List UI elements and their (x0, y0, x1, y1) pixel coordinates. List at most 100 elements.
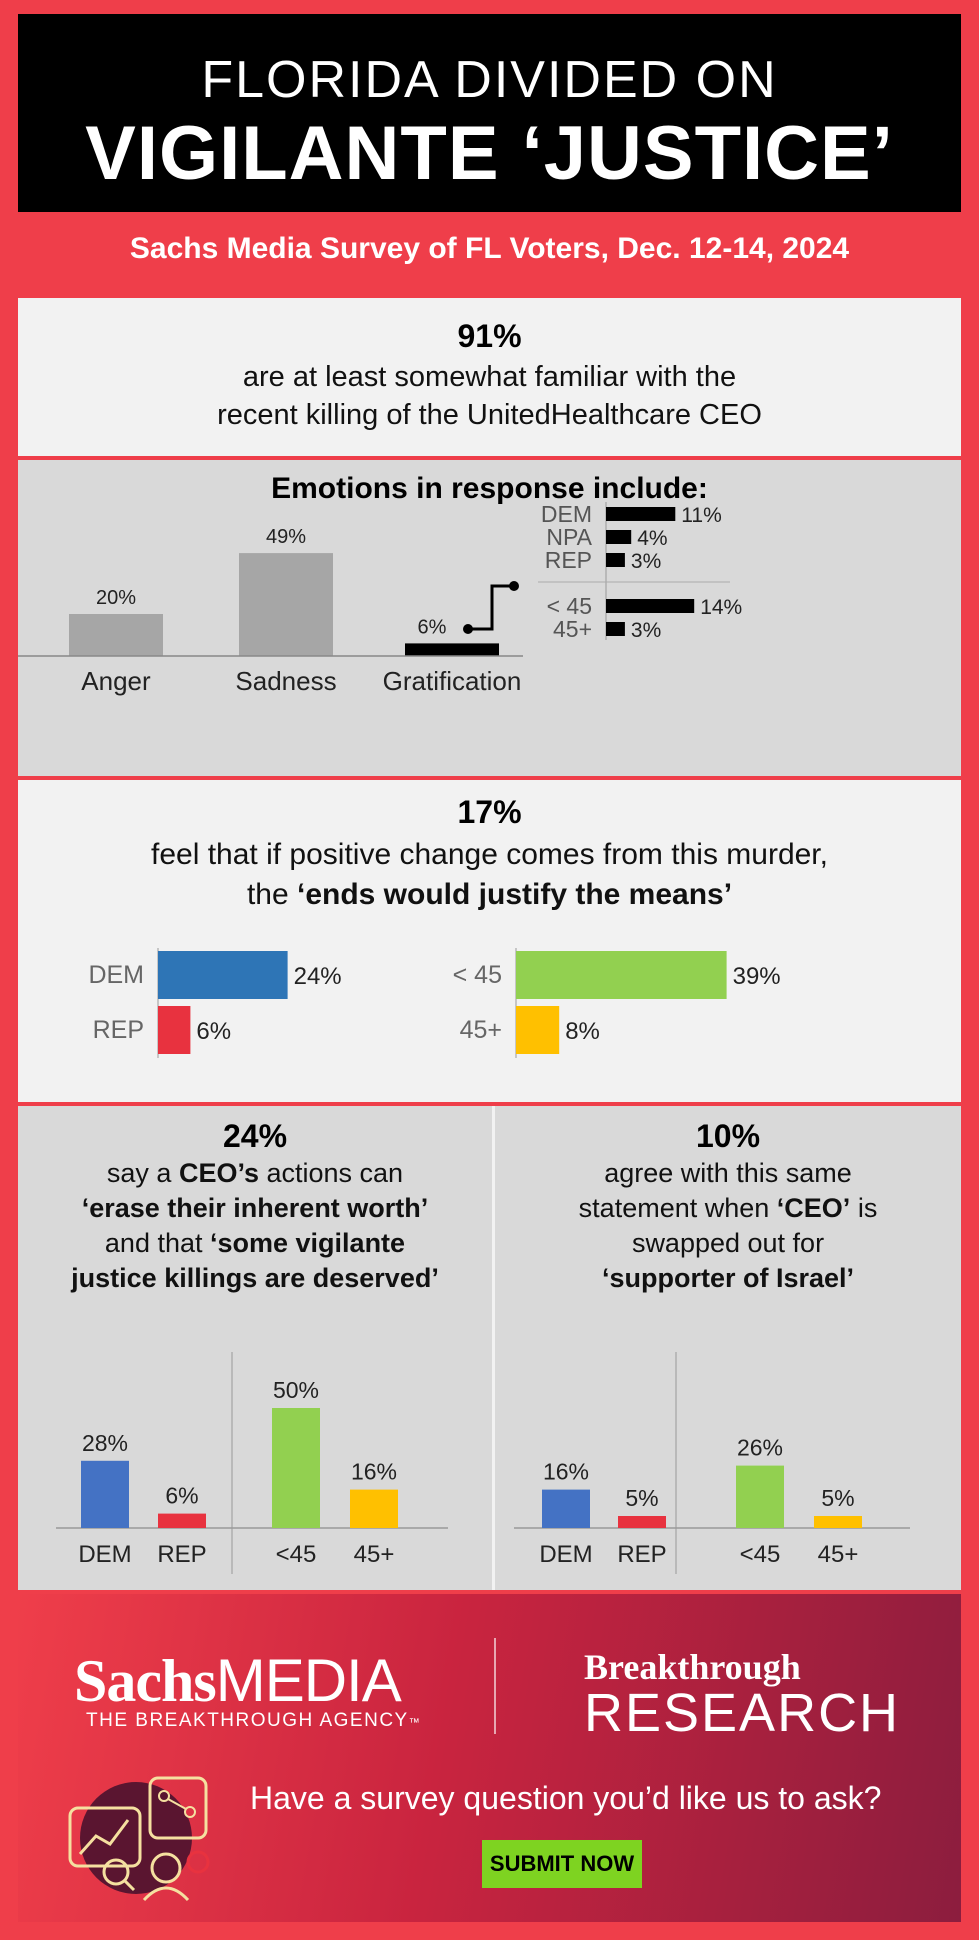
gratification-group-0: DEM (541, 501, 592, 527)
ends-percent: 17% (457, 794, 522, 830)
israel-l2-pre: statement when (578, 1193, 777, 1223)
emotion-value-0: 20% (96, 587, 136, 609)
familiar-percent: 91% (457, 318, 522, 354)
gratification-group-2: REP (545, 547, 592, 573)
ends-value-1-0: 39% (733, 963, 781, 990)
israel-line-1: agree with this same (604, 1158, 852, 1188)
connector-dot-end (509, 581, 519, 591)
ends-value-0-0: 24% (294, 963, 342, 990)
statement-bar-1-3 (814, 1516, 862, 1528)
emotions-panel: Emotions in response include: 20% Anger 49… (18, 460, 961, 776)
israel-l2-post: is (850, 1193, 878, 1223)
gratification-group-3: < 45 (547, 593, 592, 619)
ceo-l3-bold: ‘some vigilante (210, 1228, 406, 1258)
gratification-bar-0 (606, 507, 676, 521)
statement-category-1-3: 45+ (818, 1541, 859, 1568)
ceo-percent: 24% (222, 1118, 288, 1154)
emotion-category-1: Sadness (235, 666, 336, 696)
ceo-l1-pre: say a (106, 1158, 179, 1188)
logo-sachs-bold: Sachs (74, 1648, 217, 1714)
submit-now-button[interactable]: SUBMIT NOW (482, 1840, 642, 1888)
logo-divider (494, 1638, 496, 1734)
ends-value-0-1: 6% (196, 1018, 231, 1045)
statement-category-0-1: REP (157, 1541, 206, 1568)
statement-category-1-1: REP (617, 1541, 666, 1568)
gratification-value-3: 14% (700, 596, 742, 619)
title-banner: FLORIDA DIVIDED ON VIGILANTE ‘JUSTICE’ (18, 14, 961, 212)
israel-percent: 10% (695, 1118, 761, 1154)
survey-subtitle: Sachs Media Survey of FL Voters, Dec. 12… (129, 232, 850, 265)
ends-line-2: the ‘ends would justify the means’ (18, 876, 961, 914)
gratification-value-1: 4% (637, 527, 667, 550)
statement-category-0-2: <45 (276, 1541, 317, 1568)
ceo-l3-pre: and that (104, 1228, 210, 1258)
statement-category-1-0: DEM (539, 1541, 592, 1568)
gratification-bar-1 (606, 530, 632, 544)
emotions-chart: 20% Anger 49% Sadness 6% Gratification DEM 11% N… (18, 501, 742, 696)
statement-bar-1-0 (542, 1489, 590, 1528)
ceo-line-1: say a CEO’s actions can (18, 1156, 492, 1191)
statement-category-0-0: DEM (78, 1541, 131, 1568)
familiar-line-2: recent killing of the UnitedHealthcare C… (217, 399, 762, 431)
gratification-connector (468, 584, 514, 631)
ends-group-1-1: 45+ (460, 1016, 502, 1044)
survey-question-prompt: Have a survey question you’d like us to … (250, 1780, 882, 1816)
statement-bar-0-3 (350, 1489, 398, 1528)
statements-panel: 24% say a CEO’s actions can ‘erase their… (18, 1106, 961, 1590)
ends-line-2-bold: ‘ends would justify the means’ (296, 878, 733, 911)
statement-value-0-2: 50% (273, 1377, 319, 1403)
statement-category-0-3: 45+ (354, 1541, 395, 1568)
gratification-value-0: 11% (681, 504, 721, 527)
emotion-bar-sadness (239, 553, 333, 656)
gratification-bar-2 (606, 553, 625, 567)
statement-category-1-2: <45 (740, 1541, 781, 1568)
ceo-l1-post: actions can (258, 1158, 404, 1188)
ends-bar-1-1 (516, 1006, 560, 1054)
ends-chart: DEM 24% REP 6% < 45 39% 45+ 8% (88, 948, 781, 1058)
statements-chart: 28% DEM 6% REP 50% <45 16% 45+ 16% DEM 5% REP 26% <45… (56, 1352, 910, 1574)
israel-line-2: statement when ‘CEO’ is (495, 1191, 961, 1226)
breakthrough-logo-line-2: RESEARCH (584, 1683, 901, 1743)
statement-bar-1-2 (736, 1465, 784, 1528)
ends-group-0-0: DEM (88, 961, 144, 989)
familiar-line-1: are at least somewhat familiar with the (242, 361, 737, 393)
ends-bar-1-0 (516, 951, 727, 999)
panel-divider (492, 1106, 495, 1590)
ceo-line-2: ‘erase their inherent worth’ (81, 1193, 429, 1223)
statement-value-1-2: 26% (737, 1435, 783, 1461)
logo-tm: ™ (408, 1717, 422, 1729)
logo-media: MEDIA (215, 1647, 402, 1714)
emotion-category-2: Gratification (383, 666, 522, 696)
ends-group-0-1: REP (93, 1016, 144, 1044)
gratification-value-2: 3% (631, 550, 661, 573)
connector-dot-start (463, 624, 473, 634)
statement-bar-0-1 (158, 1513, 206, 1528)
israel-line-4: ‘supporter of Israel’ (601, 1263, 855, 1293)
familiar-panel: 91% are at least somewhat familiar with … (18, 298, 961, 456)
ends-group-1-0: < 45 (453, 961, 502, 989)
title-line-2: VIGILANTE ‘JUSTICE’ (85, 111, 894, 196)
statement-value-1-0: 16% (543, 1459, 589, 1485)
research-illustration-icon (68, 1776, 210, 1902)
ends-value-1-1: 8% (565, 1018, 600, 1045)
statement-bar-0-0 (81, 1460, 129, 1528)
statement-value-0-3: 16% (351, 1459, 397, 1485)
statement-value-0-0: 28% (82, 1430, 128, 1456)
ends-bar-0-1 (158, 1006, 191, 1054)
gratification-value-4: 3% (631, 619, 661, 642)
statement-bar-0-2 (272, 1408, 320, 1528)
ends-bar-0-0 (158, 951, 288, 999)
statement-value-1-3: 5% (821, 1485, 854, 1511)
sachs-media-logo[interactable]: SachsMEDIA (74, 1646, 402, 1716)
ends-line-2-pre: the (246, 878, 297, 911)
ends-line-1: feel that if positive change comes from … (151, 838, 828, 871)
footer: SachsMEDIA THE BREAKTHROUGH AGENCY™ Brea… (18, 1594, 961, 1922)
emotion-value-2: 6% (418, 616, 447, 638)
emotions-heading: Emotions in response include: (271, 472, 708, 505)
emotion-category-0: Anger (81, 666, 151, 696)
gratification-bar-4 (606, 622, 625, 636)
ceo-l1-bold: CEO’s (178, 1158, 259, 1188)
gratification-bar-3 (606, 599, 695, 613)
title-line-1: FLORIDA DIVIDED ON (201, 51, 778, 109)
